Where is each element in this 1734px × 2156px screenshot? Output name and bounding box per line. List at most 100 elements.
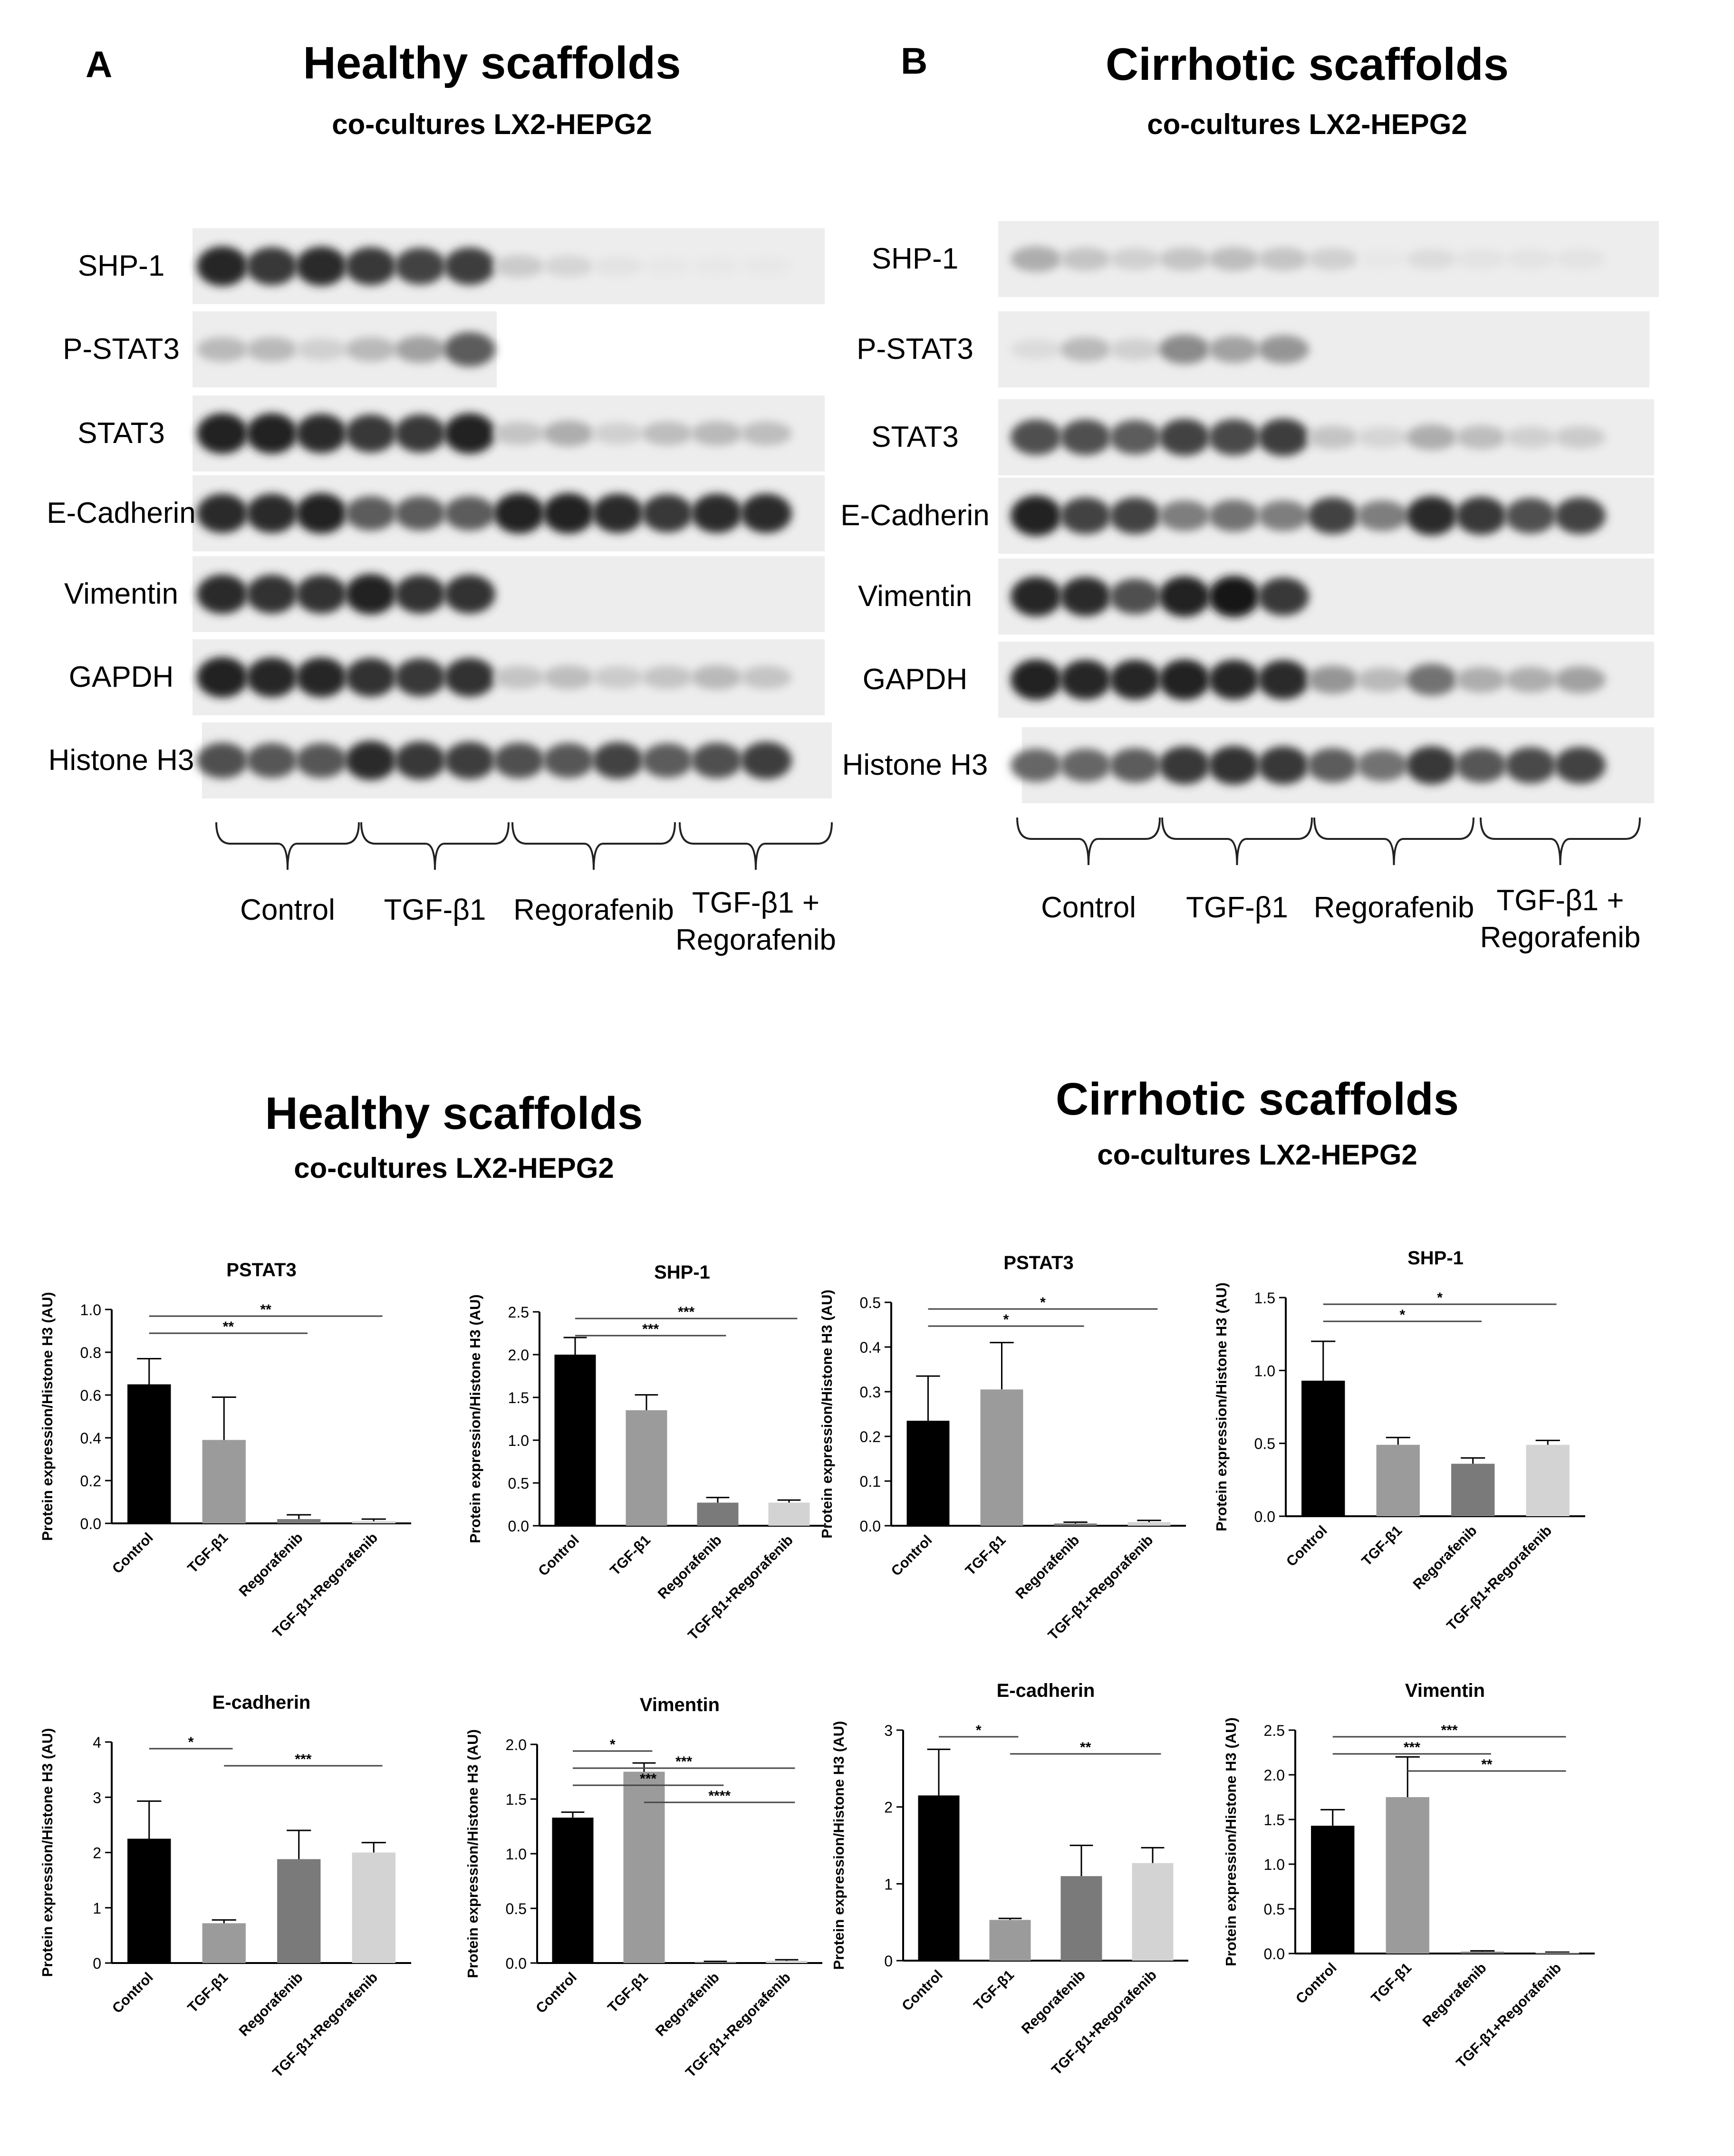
blot-band bbox=[1109, 578, 1161, 615]
blot-band bbox=[1307, 248, 1358, 270]
blot-band bbox=[246, 247, 298, 286]
y-tick-label: 0 bbox=[884, 1953, 893, 1970]
group-label-line: TGF-β1 + bbox=[1496, 884, 1624, 917]
group-label-line: Control bbox=[1041, 891, 1136, 924]
y-tick-label: 2 bbox=[884, 1799, 893, 1816]
bar bbox=[277, 1859, 321, 1963]
blot-band bbox=[741, 665, 792, 689]
y-tick-label: 0 bbox=[93, 1955, 101, 1972]
blot-band bbox=[395, 336, 446, 363]
significance-label: *** bbox=[640, 1771, 656, 1787]
blot-band bbox=[1258, 577, 1309, 616]
bar-chart: PSTAT3 0.0 0.1 0.2 0.3 0.4 0.5 Protein expressi… bbox=[819, 1252, 1186, 1643]
bar bbox=[1132, 1863, 1174, 1961]
y-tick-label: 0.5 bbox=[860, 1294, 881, 1311]
blot-row-label: STAT3 bbox=[77, 417, 165, 450]
y-tick-label: 0.5 bbox=[1264, 1901, 1285, 1918]
significance-label: *** bbox=[675, 1754, 692, 1770]
blot-band bbox=[1357, 667, 1408, 692]
bar-charts: PSTAT3 0.0 0.2 0.4 0.6 0.8 1.0 Protein expressi… bbox=[39, 1248, 1595, 2080]
y-tick-label: 2 bbox=[93, 1845, 101, 1862]
blot-band bbox=[197, 413, 248, 454]
chart-title: SHP-1 bbox=[654, 1262, 710, 1283]
blot-band bbox=[1208, 500, 1260, 532]
blot-band bbox=[741, 741, 792, 780]
group-label-line: TGF-β1 bbox=[384, 894, 486, 926]
significance-label: * bbox=[976, 1723, 982, 1738]
blot-band bbox=[345, 414, 396, 453]
significance-label: *** bbox=[1441, 1723, 1458, 1738]
blot-band bbox=[197, 246, 248, 286]
bar bbox=[1451, 1463, 1495, 1516]
y-tick-label: 2.0 bbox=[508, 1347, 529, 1364]
y-tick-label: 1.0 bbox=[508, 1432, 529, 1449]
blot-band bbox=[1011, 659, 1062, 700]
chart-title: E-cadherin bbox=[212, 1692, 311, 1713]
blot-band bbox=[345, 574, 396, 615]
blot-band bbox=[1011, 577, 1062, 616]
category-label: Control bbox=[533, 1970, 580, 2017]
blot-band bbox=[1258, 418, 1309, 456]
category-label: Control bbox=[888, 1532, 935, 1579]
blot-row-label: Histone H3 bbox=[842, 749, 988, 781]
y-axis-label: Protein expression/Histone H3 (AU) bbox=[464, 1729, 481, 1978]
blot-band bbox=[1060, 660, 1111, 700]
blot-band bbox=[691, 493, 742, 533]
blot-band bbox=[1109, 420, 1161, 455]
panel-a-title: Healthy scaffolds bbox=[303, 38, 681, 88]
significance-label: **** bbox=[708, 1788, 731, 1804]
blot-band bbox=[1455, 666, 1507, 693]
blot-band bbox=[395, 414, 446, 453]
bar bbox=[127, 1384, 171, 1523]
y-tick-label: 2.0 bbox=[1264, 1767, 1285, 1784]
group-bracket bbox=[1313, 817, 1474, 866]
blot-row-label: SHP-1 bbox=[78, 250, 165, 282]
blot-band bbox=[1159, 419, 1210, 456]
blot-band bbox=[1011, 419, 1062, 455]
blot-row-label: STAT3 bbox=[871, 421, 959, 453]
bar bbox=[554, 1355, 596, 1526]
y-tick-label: 0.5 bbox=[506, 1900, 527, 1917]
blot-band bbox=[1258, 247, 1309, 271]
blot-band bbox=[1208, 746, 1260, 785]
blot-band bbox=[741, 493, 792, 533]
group-label: Control bbox=[1041, 891, 1136, 924]
bar bbox=[626, 1410, 667, 1526]
blot-band bbox=[1159, 500, 1210, 531]
blot-band bbox=[395, 741, 446, 780]
group-bracket bbox=[360, 822, 510, 870]
group-bracket bbox=[679, 822, 833, 870]
panel-b-subtitle: co-cultures LX2-HEPG2 bbox=[1147, 108, 1467, 140]
blot-band bbox=[642, 494, 693, 533]
group-label: TGF-β1 bbox=[384, 894, 486, 926]
chart-title: Vimentin bbox=[1405, 1680, 1485, 1701]
blot-band bbox=[246, 657, 298, 697]
blot-band bbox=[691, 665, 742, 690]
blot-band bbox=[296, 493, 347, 534]
y-tick-label: 3 bbox=[93, 1789, 101, 1806]
blot-band bbox=[493, 422, 545, 445]
blot-band bbox=[296, 414, 347, 453]
blot-band bbox=[246, 575, 298, 614]
blot-band bbox=[1159, 576, 1210, 617]
bar-chart: E-cadherin 0 1 2 3 Protein expression/Histone… bbox=[830, 1680, 1188, 2078]
blot-band bbox=[395, 496, 446, 531]
blot-band bbox=[246, 413, 298, 454]
y-tick-label: 1 bbox=[884, 1876, 893, 1893]
category-label: Control bbox=[109, 1530, 156, 1577]
group-label-line: TGF-β1 + bbox=[692, 886, 819, 919]
blot-band bbox=[1307, 748, 1358, 783]
blot-band bbox=[1357, 749, 1408, 781]
blot-band bbox=[1208, 336, 1260, 363]
blot-band bbox=[395, 658, 446, 697]
blot-band bbox=[1554, 426, 1606, 449]
y-tick-label: 2.5 bbox=[1264, 1722, 1285, 1739]
blot-band bbox=[543, 665, 594, 690]
significance-label: *** bbox=[642, 1321, 659, 1337]
blot-band bbox=[642, 421, 693, 446]
blot-band bbox=[197, 742, 248, 779]
blot-band bbox=[1455, 496, 1507, 535]
group-label-line: TGF-β1 bbox=[1186, 891, 1288, 924]
y-tick-label: 0.3 bbox=[860, 1384, 881, 1401]
